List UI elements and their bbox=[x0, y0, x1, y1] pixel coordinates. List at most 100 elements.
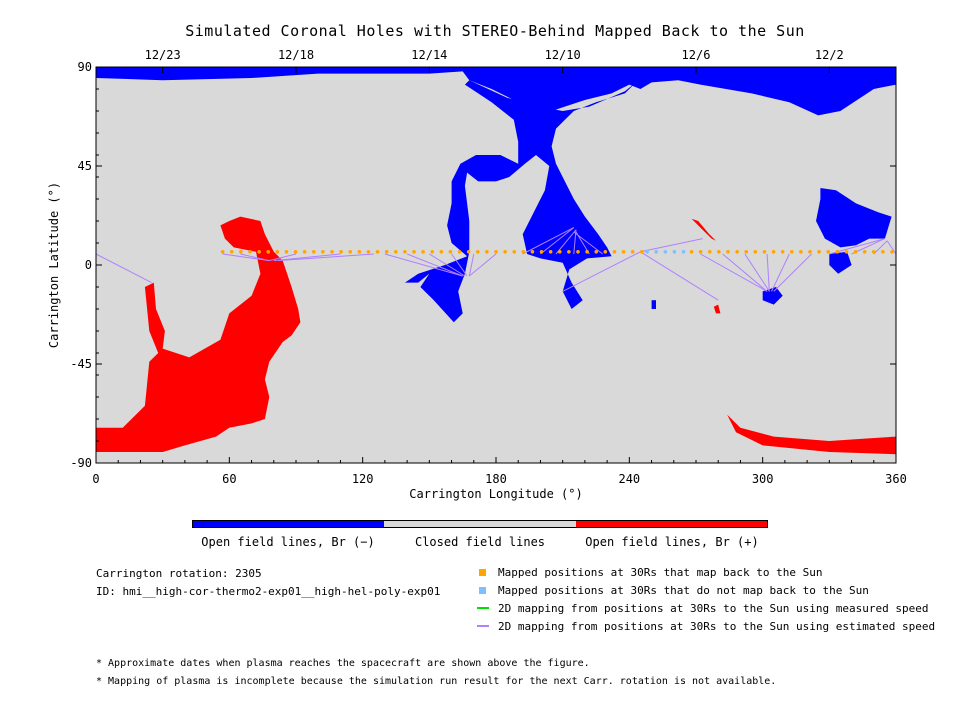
mapped-point-33 bbox=[521, 250, 526, 254]
legend-swatch-maps-back bbox=[479, 569, 486, 576]
carrington-rotation: Carrington rotation: 2305 bbox=[96, 567, 262, 580]
mapped-point-26 bbox=[457, 250, 462, 254]
mapped-point-14 bbox=[348, 250, 353, 254]
mapped-point-64 bbox=[844, 250, 849, 254]
mapped-point-10 bbox=[311, 250, 316, 254]
coronal-hole-negative-5 bbox=[651, 300, 656, 309]
plot-area bbox=[95, 67, 897, 463]
mapped-point-2 bbox=[239, 250, 243, 254]
mapping-line-2 bbox=[240, 253, 270, 262]
mapped-point-0 bbox=[220, 250, 225, 254]
colorbar-closed bbox=[384, 521, 576, 527]
mapping-line-24 bbox=[766, 253, 770, 292]
mapping-line-25 bbox=[771, 253, 790, 292]
mapping-line-22 bbox=[722, 253, 768, 292]
unmapped-point-74 bbox=[681, 250, 686, 254]
mapped-point-30 bbox=[494, 250, 498, 254]
note-dates: * Approximate dates when plasma reaches … bbox=[96, 658, 590, 669]
mapped-point-65 bbox=[853, 250, 858, 254]
mapped-point-68 bbox=[881, 250, 885, 254]
mapped-point-5 bbox=[266, 250, 271, 254]
x-axis-label: Carrington Longitude (°) bbox=[409, 487, 582, 501]
colorbar bbox=[192, 520, 768, 528]
y-tick-label-2: 0 bbox=[85, 258, 92, 272]
y-tick-label-1: -45 bbox=[70, 357, 92, 371]
mapped-point-21 bbox=[412, 250, 416, 254]
mapping-line-8 bbox=[429, 253, 466, 277]
mapped-point-6 bbox=[275, 250, 280, 254]
x-tick-label-5: 300 bbox=[752, 472, 774, 486]
mapped-point-60 bbox=[808, 250, 812, 254]
top-date-label-2: 12/14 bbox=[411, 48, 447, 62]
mapping-line-7 bbox=[406, 253, 463, 277]
y-tick-label-3: 45 bbox=[78, 159, 92, 173]
mapped-point-69 bbox=[890, 250, 894, 254]
mapped-point-8 bbox=[293, 250, 298, 254]
legend-label-maps-back: Mapped positions at 30Rs that map back t… bbox=[498, 566, 823, 579]
mapped-point-22 bbox=[421, 250, 425, 254]
mapping-line-10 bbox=[468, 253, 475, 277]
mapped-point-16 bbox=[366, 250, 371, 254]
mapped-point-58 bbox=[789, 250, 794, 254]
mapped-point-19 bbox=[393, 250, 398, 254]
top-date-label-4: 12/6 bbox=[682, 48, 711, 62]
mapped-point-31 bbox=[503, 250, 507, 254]
mapping-line-13 bbox=[540, 227, 575, 255]
mapping-line-19 bbox=[640, 251, 719, 301]
mapped-point-1 bbox=[229, 250, 234, 254]
mapping-line-17 bbox=[573, 231, 603, 255]
mapped-point-52 bbox=[735, 250, 739, 254]
coronal-hole-positive-8 bbox=[691, 218, 716, 241]
mapped-point-15 bbox=[357, 250, 362, 254]
x-tick-label-0: 0 bbox=[92, 472, 99, 486]
mapping-line-6 bbox=[384, 253, 463, 277]
coronal-hole-positive-6 bbox=[96, 216, 301, 452]
mapped-point-3 bbox=[248, 250, 252, 254]
mapping-line-4 bbox=[273, 253, 341, 262]
unmapped-point-71 bbox=[654, 250, 659, 254]
mapped-point-25 bbox=[448, 250, 453, 254]
mapping-line-5 bbox=[278, 253, 374, 262]
mapping-line-20 bbox=[640, 238, 703, 253]
mapped-point-42 bbox=[603, 250, 608, 254]
mapped-point-49 bbox=[707, 250, 712, 254]
mapped-point-32 bbox=[512, 250, 517, 254]
top-date-label-5: 12/2 bbox=[815, 48, 844, 62]
coronal-hole-negative-3 bbox=[829, 251, 852, 274]
mapped-point-66 bbox=[862, 250, 867, 254]
mapping-line-0 bbox=[95, 253, 152, 284]
mapped-point-47 bbox=[689, 250, 694, 254]
mapped-point-46 bbox=[639, 250, 644, 254]
mapped-point-20 bbox=[403, 250, 407, 254]
mapped-point-28 bbox=[475, 250, 480, 254]
mapped-point-56 bbox=[771, 250, 776, 254]
mapping-line-11 bbox=[469, 253, 497, 277]
chart-title: Simulated Coronal Holes with STEREO-Behi… bbox=[185, 22, 805, 40]
mapped-point-40 bbox=[585, 250, 589, 254]
coronal-hole-negative-0 bbox=[96, 67, 896, 116]
legend-label-no-map: Mapped positions at 30Rs that do not map… bbox=[498, 584, 869, 597]
colorbar-positive bbox=[575, 521, 767, 527]
mapped-point-39 bbox=[576, 250, 580, 254]
mapping-line-30 bbox=[886, 240, 897, 255]
mapped-point-41 bbox=[594, 250, 599, 254]
mapping-line-14 bbox=[555, 229, 577, 255]
x-tick-label-2: 120 bbox=[352, 472, 374, 486]
mapped-point-9 bbox=[302, 250, 307, 254]
mapped-point-67 bbox=[871, 250, 876, 254]
note-incomplete: * Mapping of plasma is incomplete becaus… bbox=[96, 676, 777, 687]
x-tick-label-3: 180 bbox=[485, 472, 507, 486]
coronal-hole-negative-2 bbox=[816, 188, 892, 248]
mapped-point-45 bbox=[630, 250, 635, 254]
mapped-point-29 bbox=[485, 250, 489, 254]
mapped-point-37 bbox=[557, 250, 562, 254]
mapped-point-35 bbox=[539, 250, 544, 254]
colorbar-label-positive: Open field lines, Br (+) bbox=[585, 535, 759, 549]
mapped-point-44 bbox=[621, 250, 626, 254]
mapped-point-27 bbox=[466, 250, 471, 254]
mapped-point-34 bbox=[530, 250, 535, 254]
mapped-point-63 bbox=[835, 250, 840, 254]
top-date-label-1: 12/18 bbox=[278, 48, 314, 62]
mapping-line-1 bbox=[222, 253, 270, 262]
unmapped-point-72 bbox=[663, 250, 668, 254]
